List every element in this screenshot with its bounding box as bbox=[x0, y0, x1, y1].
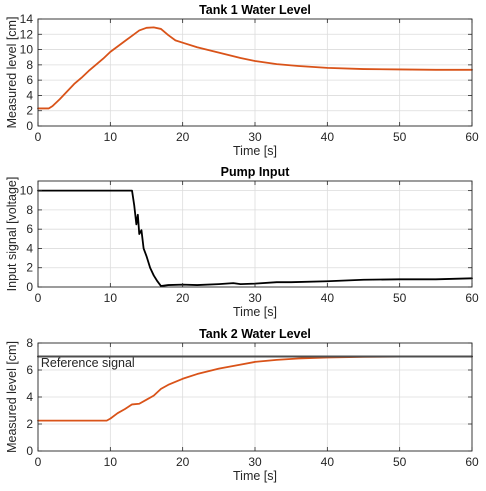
x-tick-label: 10 bbox=[104, 455, 118, 469]
x-axis-label: Time [s] bbox=[233, 144, 277, 158]
x-tick-label: 0 bbox=[35, 455, 42, 469]
y-axis-label: Measured level [cm] bbox=[5, 341, 19, 453]
y-tick-label: 2 bbox=[26, 417, 33, 431]
y-tick-label: 4 bbox=[26, 241, 33, 255]
chart-title: Tank 1 Water Level bbox=[199, 3, 311, 17]
y-tick-label: 10 bbox=[20, 184, 34, 198]
y-tick-label: 0 bbox=[26, 280, 33, 294]
y-tick-label: 12 bbox=[20, 27, 34, 41]
x-tick-label: 20 bbox=[176, 291, 190, 305]
x-tick-label: 20 bbox=[176, 130, 190, 144]
y-tick-label: 14 bbox=[20, 12, 34, 26]
x-tick-label: 0 bbox=[35, 130, 42, 144]
x-tick-label: 60 bbox=[465, 130, 479, 144]
chart-panel-2: 0 10 20 30 40 50 60 0 2 4 6 8 10 Pump Input Time [s] In… bbox=[5, 165, 479, 319]
x-axis-label: Time [s] bbox=[233, 469, 277, 483]
y-tick-label: 6 bbox=[26, 73, 33, 87]
y-tick-label: 10 bbox=[20, 43, 34, 57]
chart-title: Tank 2 Water Level bbox=[199, 327, 311, 341]
x-tick-label: 60 bbox=[465, 291, 479, 305]
series-line-1 bbox=[37, 189, 473, 287]
chart-panel-3: 0 10 20 30 40 50 60 0 2 4 6 8 Tank 2 Water Level Time… bbox=[5, 327, 479, 483]
y-tick-label: 8 bbox=[26, 203, 33, 217]
x-tick-label: 0 bbox=[35, 291, 42, 305]
x-tick-label: 30 bbox=[248, 291, 262, 305]
x-tick-label: 60 bbox=[465, 455, 479, 469]
y-tick-label: 2 bbox=[26, 261, 33, 275]
chart-title: Pump Input bbox=[221, 165, 291, 179]
x-tick-label: 30 bbox=[248, 455, 262, 469]
series-line-1 bbox=[37, 26, 473, 110]
x-tick-label: 50 bbox=[393, 291, 407, 305]
x-tick-label: 20 bbox=[176, 455, 190, 469]
y-tick-label: 0 bbox=[26, 444, 33, 458]
y-tick-label: 0 bbox=[26, 119, 33, 133]
x-tick-label: 40 bbox=[321, 130, 335, 144]
x-tick-label: 50 bbox=[393, 455, 407, 469]
x-tick-label: 40 bbox=[321, 455, 335, 469]
y-tick-label: 6 bbox=[26, 222, 33, 236]
x-tick-label: 40 bbox=[321, 291, 335, 305]
x-axis-label: Time [s] bbox=[233, 305, 277, 319]
x-tick-label: 10 bbox=[104, 291, 118, 305]
reference-signal-annotation: Reference signal bbox=[41, 356, 135, 370]
y-axis-label: Input signal [voltage] bbox=[5, 177, 19, 292]
y-tick-label: 2 bbox=[26, 104, 33, 118]
x-tick-label: 10 bbox=[104, 130, 118, 144]
x-tick-label: 50 bbox=[393, 130, 407, 144]
y-tick-label: 6 bbox=[26, 363, 33, 377]
y-tick-label: 4 bbox=[26, 88, 33, 102]
y-tick-label: 8 bbox=[26, 58, 33, 72]
y-tick-label: 8 bbox=[26, 336, 33, 350]
x-tick-label: 30 bbox=[248, 130, 262, 144]
y-axis-label: Measured level [cm] bbox=[5, 17, 19, 129]
y-tick-label: 4 bbox=[26, 390, 33, 404]
